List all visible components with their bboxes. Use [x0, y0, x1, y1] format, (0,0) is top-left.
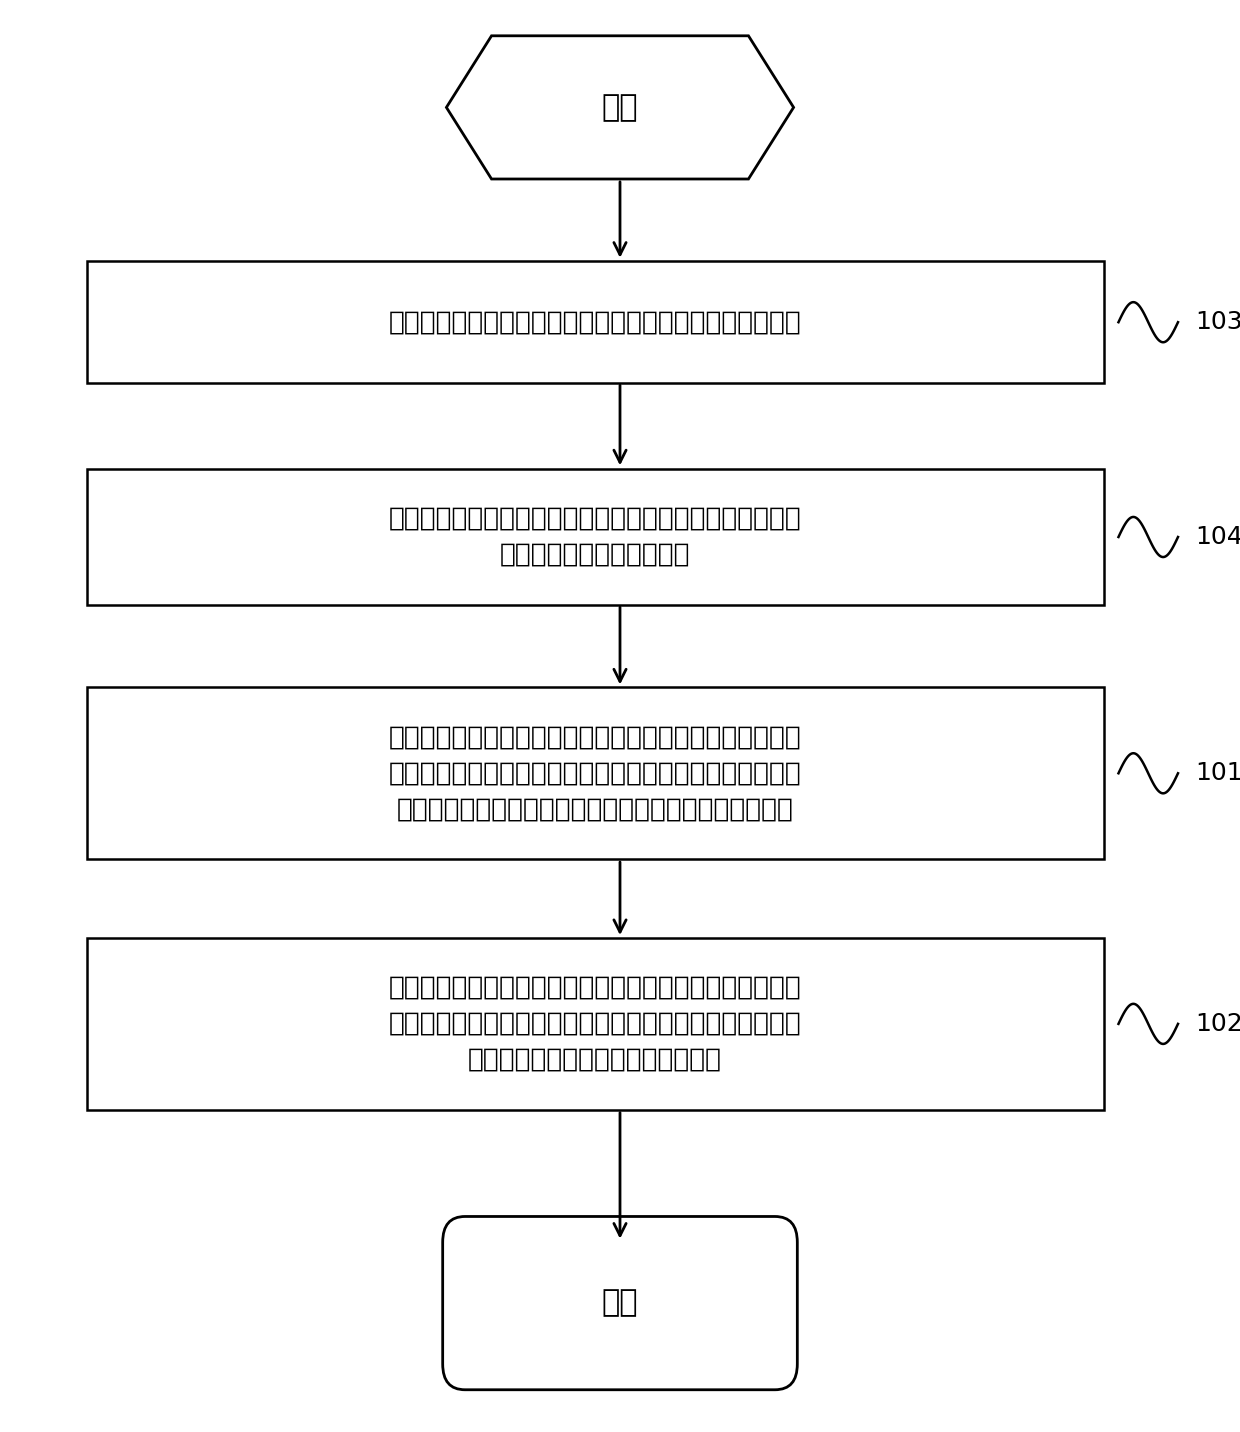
Bar	[87, 938, 1104, 1110]
Bar	[87, 470, 1104, 604]
Text: 监测距离所述移动终端的预设距离范围内是否存在运动对象: 监测距离所述移动终端的预设距离范围内是否存在运动对象	[389, 309, 801, 335]
Text: 开始: 开始	[601, 93, 639, 122]
Text: 103: 103	[1195, 311, 1240, 334]
Text: 102: 102	[1195, 1012, 1240, 1035]
Text: 101: 101	[1195, 762, 1240, 785]
Bar	[87, 687, 1104, 859]
Text: 104: 104	[1195, 526, 1240, 548]
Text: 接收移动终端的第一天线、第二天线和第三天线发射的发射
波经运动对象反射后的反射波；其中所述第一天线、第二天
线和第三天线在所述移动终端的安装位置不处于同一直线: 接收移动终端的第一天线、第二天线和第三天线发射的发射 波经运动对象反射后的反射波…	[389, 725, 801, 822]
Text: 若监测到运动对象，则控制所述第一天线、第二天线和第三
天线发射不同频率的电磁波: 若监测到运动对象，则控制所述第一天线、第二天线和第三 天线发射不同频率的电磁波	[389, 505, 801, 569]
Bar	[87, 261, 1104, 382]
FancyBboxPatch shape	[443, 1217, 797, 1389]
Text: 根据所述发射波的频率和所述反射波的频率，以及所述第一
天线、所述第二天线和所述第三天线在所述移动终端的安装
位置，确定所述运动对象的运动速度: 根据所述发射波的频率和所述反射波的频率，以及所述第一 天线、所述第二天线和所述第…	[389, 975, 801, 1073]
Text: 结束: 结束	[601, 1289, 639, 1317]
Polygon shape	[446, 36, 794, 179]
